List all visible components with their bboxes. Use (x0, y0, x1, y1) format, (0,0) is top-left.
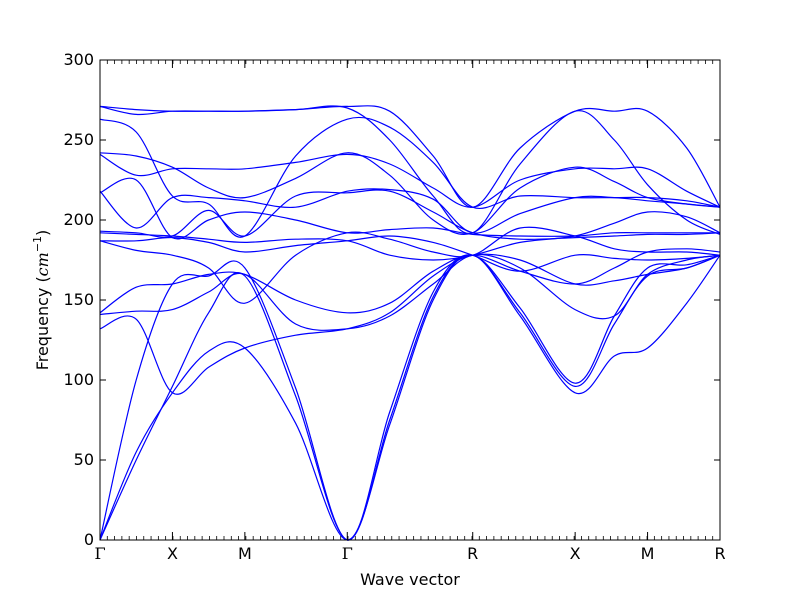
branch-line-15 (99, 116, 721, 238)
branch-line-1 (99, 254, 721, 541)
y-tick-label: 50 (74, 450, 94, 469)
x-tick-label: M (641, 544, 655, 563)
branch-line-14 (99, 152, 721, 235)
branch-line-10 (99, 189, 721, 240)
x-tick-label: R (467, 544, 478, 563)
branch-line-17 (99, 105, 721, 235)
axis-ticks (99, 59, 721, 541)
y-tick-label: 150 (63, 290, 94, 309)
branch-line-9 (99, 211, 721, 261)
y-tick-label: 0 (84, 530, 94, 549)
y-axis-label: Frequency (cm−1) (31, 230, 52, 371)
branch-line-8 (99, 235, 721, 272)
branch-line-5 (99, 254, 721, 331)
branch-line-12 (99, 188, 721, 234)
y-tick-labels: 0 50 100 150 200 250 300 (63, 50, 94, 549)
y-tick-label: 100 (63, 370, 94, 389)
x-tick-label: Γ (94, 544, 105, 563)
y-axis-label-exponent: −1 (31, 236, 44, 252)
y-axis-label-unit: cm (33, 252, 52, 276)
branch-line-11 (99, 177, 720, 240)
plot-background (100, 60, 720, 540)
branch-line-4 (99, 253, 721, 395)
y-tick-label: 200 (63, 210, 94, 229)
branch-line-2 (99, 254, 721, 541)
branch-line-13 (99, 153, 721, 208)
series-lines (99, 105, 721, 541)
y-tick-label: 300 (63, 50, 94, 69)
x-tick-label: M (238, 544, 252, 563)
y-axis-label-prefix: Frequency ( (33, 276, 52, 370)
x-tick-label: R (714, 544, 725, 563)
y-tick-label: 250 (63, 130, 94, 149)
x-axis-label: Wave vector (360, 570, 460, 589)
plot-frame (99, 59, 721, 541)
x-tick-label: X (570, 544, 581, 563)
x-tick-label: X (167, 544, 178, 563)
x-tick-label: Γ (342, 544, 353, 563)
branch-line-7 (99, 226, 721, 304)
y-axis-label-suffix: ) (33, 230, 52, 236)
